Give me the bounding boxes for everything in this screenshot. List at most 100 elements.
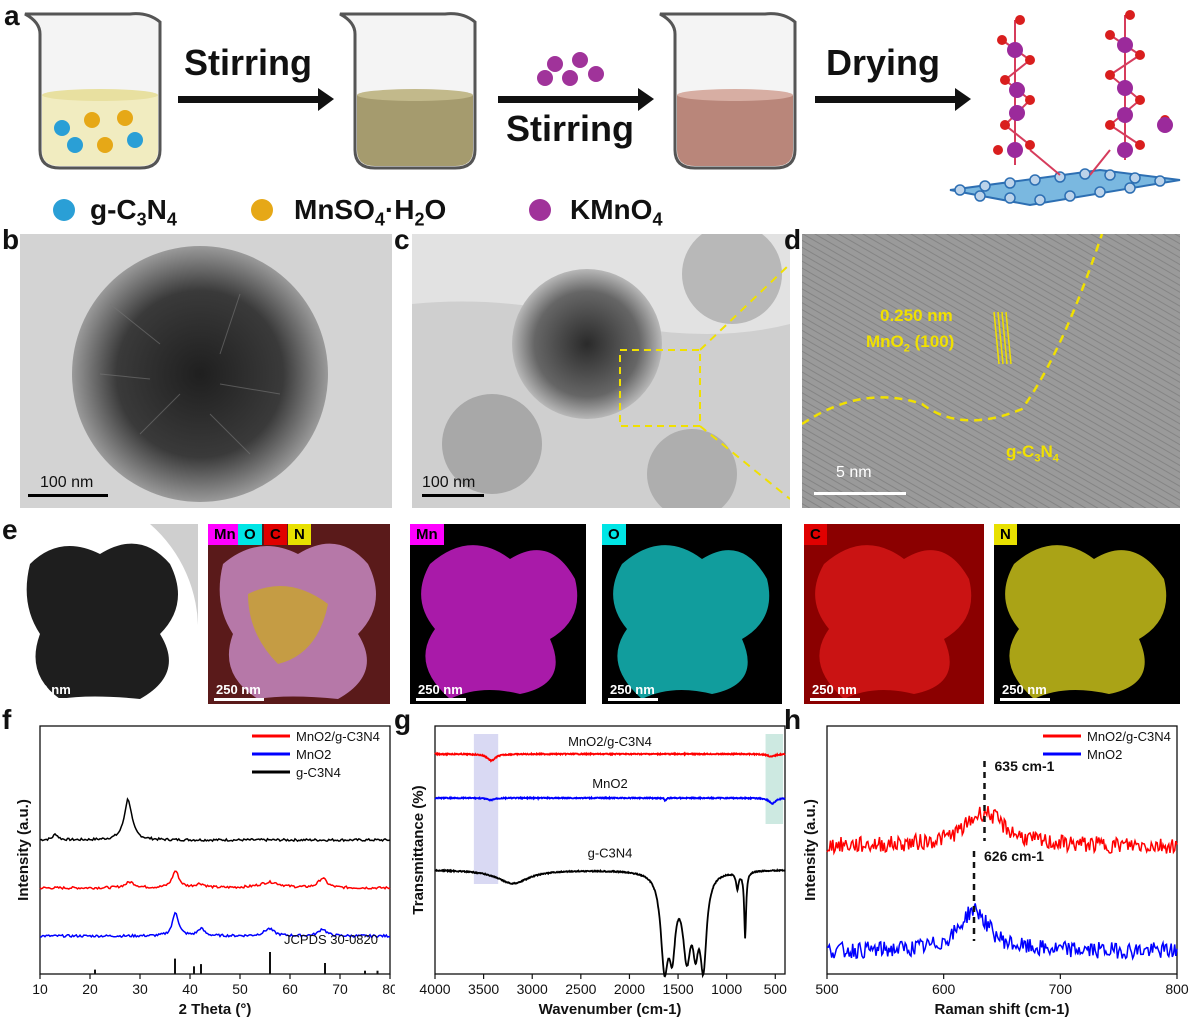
ftir-xtick-label-7: 500	[764, 981, 788, 997]
xrd-xtick-label-6: 70	[332, 981, 348, 997]
legend-mnso4-marker	[251, 199, 273, 221]
scale-bar-d	[814, 492, 906, 495]
eds-map-mn: Mn 250 nm	[410, 524, 586, 704]
particles-beaker-1	[54, 110, 143, 153]
raman-xtick-label-1: 600	[932, 981, 956, 997]
ftir-xtick-label-6: 1000	[711, 981, 742, 997]
legend-kmno4-marker	[529, 199, 551, 221]
scale-label-overlay: 250 nm	[216, 682, 261, 697]
scale-bar-n	[1000, 698, 1050, 701]
arrow-2	[498, 88, 654, 111]
xrd-xtick-label-1: 20	[82, 981, 98, 997]
panel-label-b: b	[2, 224, 20, 255]
raman-peak-label-1: 626 cm-1	[984, 848, 1044, 864]
scale-bar-overlay	[214, 698, 264, 701]
raman-line-MnO2	[826, 903, 1178, 961]
ftir-xtick-label-0: 4000	[419, 981, 450, 997]
ftir-xlabel: Wavenumber (cm-1)	[539, 1001, 682, 1018]
eds-map-c-label: C	[804, 524, 827, 545]
scale-label-n: 250 nm	[1002, 682, 1047, 697]
eds-map-o-texture	[613, 545, 770, 699]
panel-label-e: e	[2, 514, 18, 545]
scale-label-o: 250 nm	[610, 682, 655, 697]
scale-bar-e	[24, 698, 76, 701]
xrd-xtick-label-5: 60	[282, 981, 298, 997]
ftir-chart: 4000 3500 3000 2500 2000 1500 1000 500 Wavenumbe…	[410, 725, 788, 1018]
arrow-1	[178, 88, 334, 111]
xrd-xtick-label-3: 40	[182, 981, 198, 997]
hrtem-lattice-d	[802, 234, 1180, 508]
tem-image-b	[20, 234, 392, 508]
panel-label-a: a	[4, 0, 20, 31]
mno2-gc3n4-structure	[949, 10, 1181, 207]
scale-label-c: 100 nm	[422, 474, 476, 491]
scale-label-e: 250 nm	[26, 682, 71, 697]
scale-label-d: 5 nm	[836, 464, 872, 481]
xrd-line-MnO2/g-C3N4	[39, 870, 391, 890]
tem-particle-b	[72, 246, 328, 502]
xrd-ylabel: Intensity (a.u.)	[15, 799, 32, 901]
ftir-xtick-label-4: 2000	[614, 981, 645, 997]
hrtem-image-d	[802, 234, 1180, 508]
legend-mnso4-label: MnSO4·H2O	[294, 194, 447, 230]
ftir-xtick-label-3: 2500	[565, 981, 596, 997]
xrd-frame	[39, 725, 391, 975]
raman-peak-label-0: 635 cm-1	[995, 758, 1055, 774]
eds-map-c-texture	[804, 524, 984, 704]
scale-label-c-map: 250 nm	[812, 682, 857, 697]
legend-panel-a: g-C3N4 MnSO4·H2O KMnO4	[50, 190, 750, 230]
xrd-xtick-label-2: 30	[132, 981, 148, 997]
panel-label-d: d	[784, 224, 802, 255]
xrd-line-g-C3N4	[39, 797, 391, 843]
step-label-stirring-2: Stirring	[506, 108, 635, 149]
scale-bar-b	[28, 494, 108, 497]
legend-kmno4-label: KMnO4	[570, 194, 663, 230]
eds-map-n-texture	[1005, 545, 1167, 699]
xrd-legend-label-1: MnO2	[296, 747, 331, 762]
stem-image-e	[20, 524, 198, 704]
arrow-3	[815, 88, 971, 111]
legend-gc3n4-marker	[53, 199, 75, 221]
xrd-xtick-label-4: 50	[232, 981, 248, 997]
xrd-ref-label: JCPDS 30-0820	[284, 932, 378, 947]
tem-image-c	[412, 234, 790, 508]
stem-darkfield-e	[26, 524, 198, 699]
zoom-box	[619, 349, 701, 427]
lattice-spacing-label: 0.250 nm	[880, 306, 953, 325]
ftir-xtick-label-2: 3000	[517, 981, 548, 997]
scale-bar-c-map	[810, 698, 860, 701]
panel-label-c: c	[394, 224, 410, 255]
ftir-line-g-C3N4	[434, 868, 786, 979]
eds-map-c: C 250 nm	[804, 524, 984, 704]
ftir-xtick-label-5: 1500	[662, 981, 693, 997]
raman-legend-label-1: MnO2	[1087, 747, 1122, 762]
beaker-3	[659, 12, 797, 170]
eds-overlay-map: Mn O C N 250 nm	[208, 524, 390, 704]
raman-xtick-label-0: 500	[815, 981, 839, 997]
eds-map-o: O 250 nm	[602, 524, 782, 704]
eds-overlay-texture	[208, 524, 390, 704]
scale-bar-mn	[416, 698, 466, 701]
lattice-plane-label: MnO2 (100)	[866, 332, 955, 355]
xrd-xtick-label-7: 80	[382, 981, 395, 997]
raman-frame	[826, 725, 1178, 975]
eds-map-mn-texture	[421, 545, 578, 699]
kmno4-particles	[537, 52, 604, 86]
eds-overlay-label-n: N	[288, 524, 311, 545]
xrd-xtick-label-0: 10	[32, 981, 48, 997]
ftir-series-label-1: MnO2	[592, 776, 627, 791]
ftir-line-MnO2	[434, 795, 786, 806]
panel-label-f: f	[2, 704, 12, 735]
ftir-series-label-0: MnO2/g-C3N4	[568, 734, 652, 749]
scale-bar-o	[608, 698, 658, 701]
panel-label-h: h	[784, 704, 802, 735]
raman-ylabel: Intensity (a.u.)	[802, 799, 819, 901]
raman-xtick-label-3: 800	[1165, 981, 1189, 997]
eds-overlay-label-mn: Mn	[208, 524, 242, 545]
ftir-line-MnO2/g-C3N4	[434, 751, 786, 763]
ftir-xtick-label-1: 3500	[468, 981, 499, 997]
step-label-drying: Drying	[826, 42, 941, 83]
ftir-frame	[434, 725, 786, 975]
xrd-line-MnO2	[39, 911, 391, 939]
eds-map-n: N 250 nm	[994, 524, 1180, 704]
